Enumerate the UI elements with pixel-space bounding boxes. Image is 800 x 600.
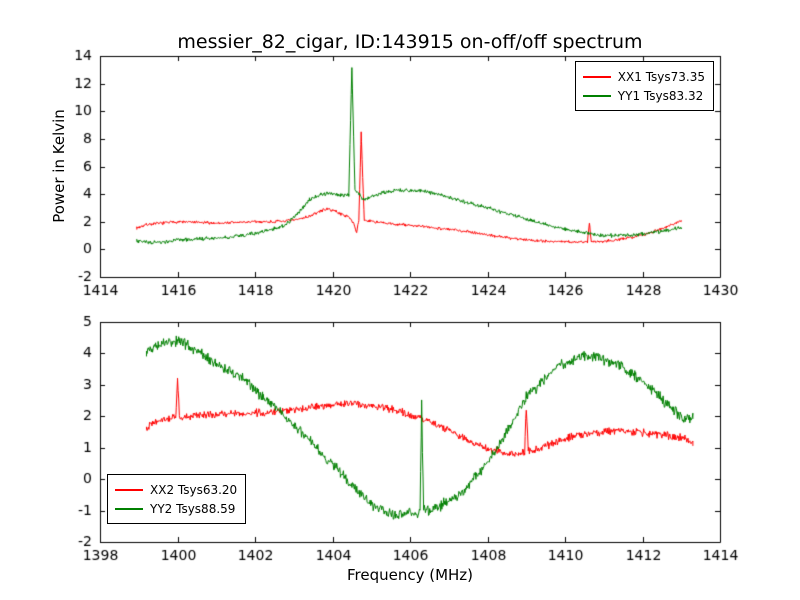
legend-entry-yy1: YY1 Tsys83.32 (582, 86, 705, 105)
legend-label-yy2: YY2 Tsys88.59 (150, 501, 236, 516)
x-axis-label: Frequency (MHz) (346, 566, 474, 584)
legend-top-plot: XX1 Tsys73.35 YY1 Tsys83.32 (574, 61, 714, 111)
legend-line-swatch-xx1 (582, 75, 611, 78)
legend-entry-xx2: XX2 Tsys63.20 (115, 480, 237, 499)
y-axis-label: Power in Kelvin (50, 109, 68, 223)
legend-label-xx2: XX2 Tsys63.20 (150, 482, 238, 497)
legend-entry-yy2: YY2 Tsys88.59 (115, 499, 237, 518)
legend-label-yy1: YY1 Tsys83.32 (617, 88, 704, 103)
legend-line-swatch-yy1 (582, 94, 611, 97)
figure-title: messier_82_cigar, ID:143915 on-off/off s… (177, 31, 643, 53)
legend-bottom-plot: XX2 Tsys63.20 YY2 Tsys88.59 (107, 474, 247, 524)
legend-line-swatch-yy2 (115, 507, 143, 510)
legend-entry-xx1: XX1 Tsys73.35 (582, 67, 705, 86)
legend-line-swatch-xx2 (115, 488, 143, 491)
legend-label-xx1: XX1 Tsys73.35 (617, 69, 705, 84)
